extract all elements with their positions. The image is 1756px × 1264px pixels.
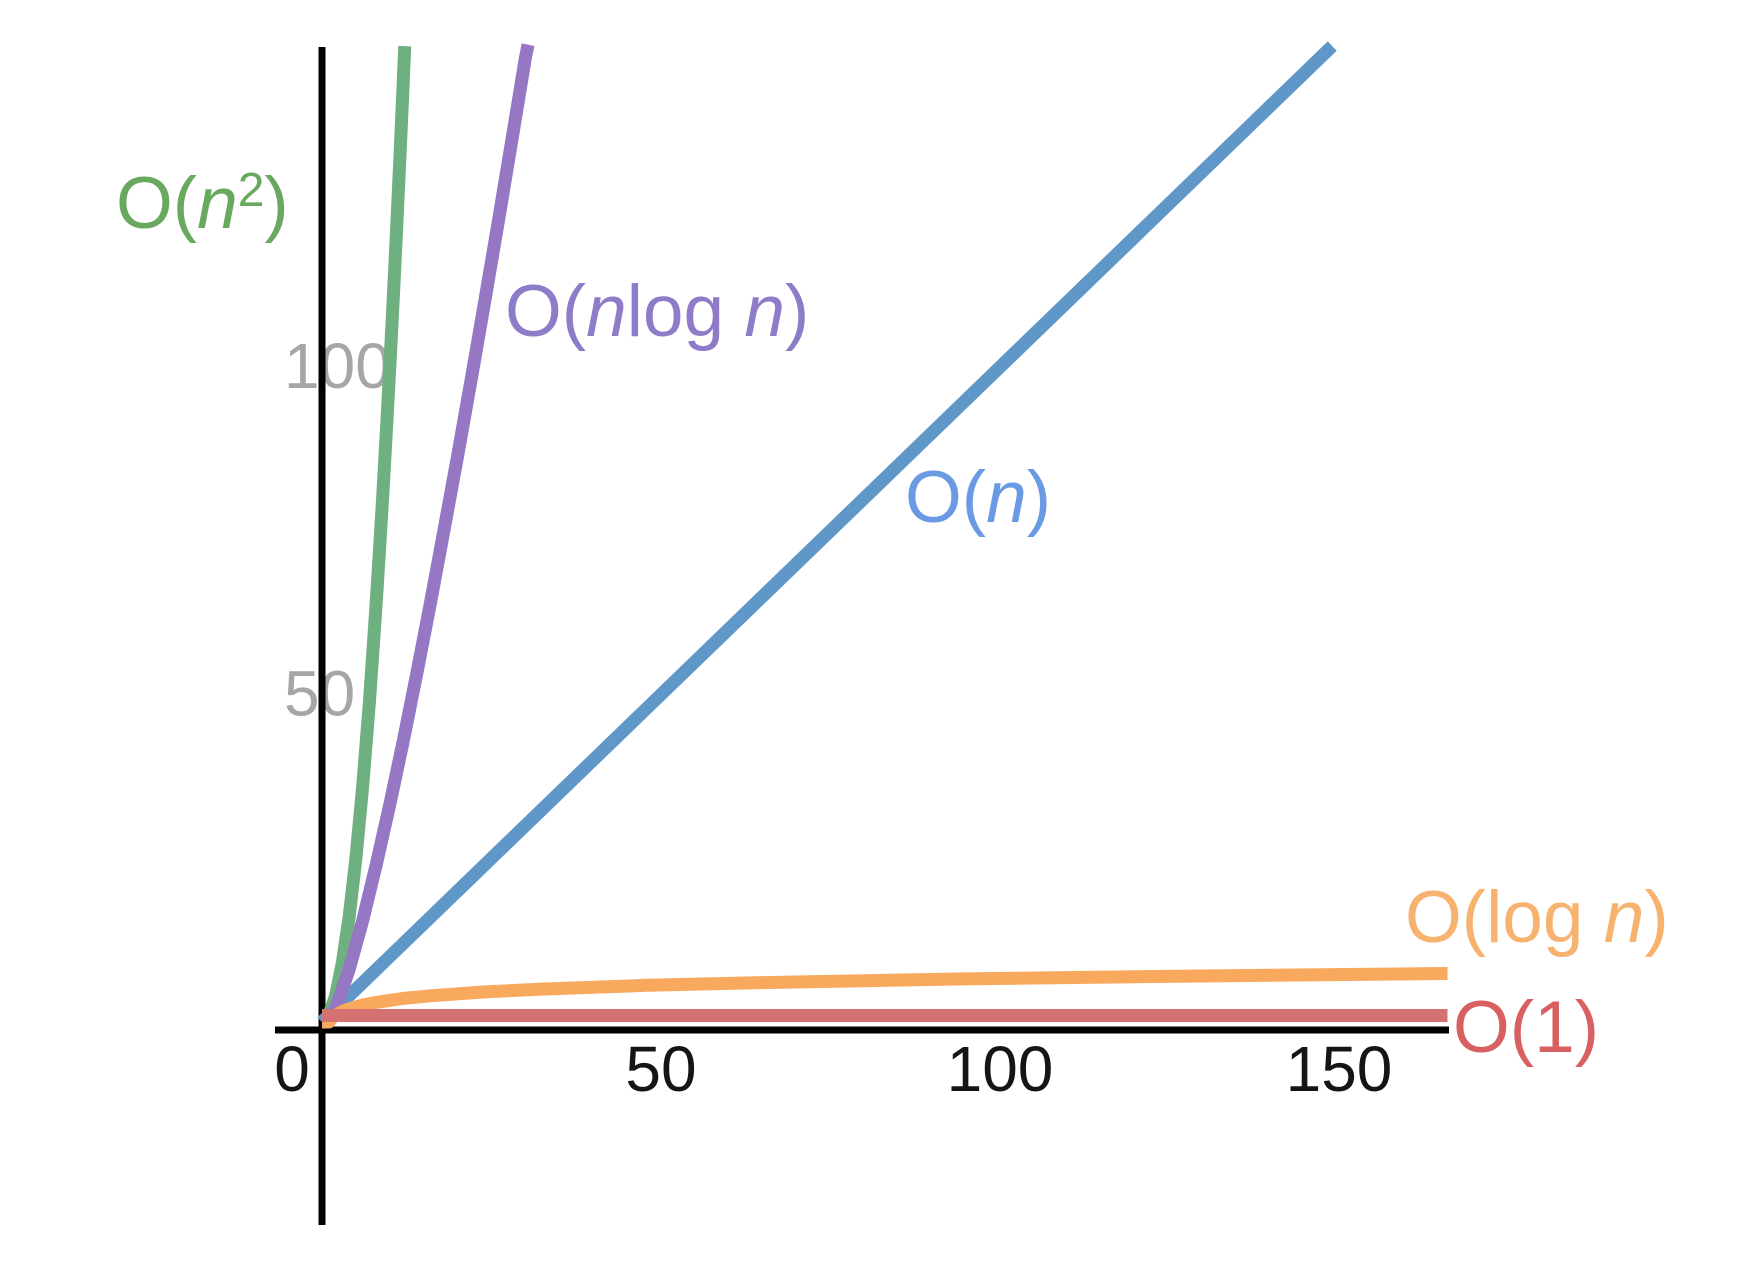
- x-tick-100: 100: [947, 1033, 1054, 1105]
- curve-labels: O(n2) O(n) O(nlog n) O(log n) O(1): [116, 163, 1669, 1068]
- tick-labels: 50100050100150: [274, 330, 1392, 1105]
- label-o-log-n: O(log n): [1405, 877, 1669, 958]
- label-o-n: O(n): [905, 457, 1051, 538]
- curve-o-n-squared: [317, 45, 412, 1027]
- label-o-n-log-n: O(nlog n): [505, 271, 809, 352]
- curves: [317, 41, 1448, 1029]
- y-tick-100: 100: [284, 330, 391, 402]
- curve-o-n-log-n: [322, 43, 535, 1029]
- x-tick-0: 0: [274, 1033, 310, 1105]
- axes: [275, 47, 1449, 1225]
- label-o-n-squared: O(n2): [116, 163, 289, 244]
- curve-o-n: [317, 41, 1337, 1027]
- x-tick-150: 150: [1286, 1033, 1393, 1105]
- label-o-1: O(1): [1453, 987, 1599, 1068]
- x-tick-50: 50: [625, 1033, 696, 1105]
